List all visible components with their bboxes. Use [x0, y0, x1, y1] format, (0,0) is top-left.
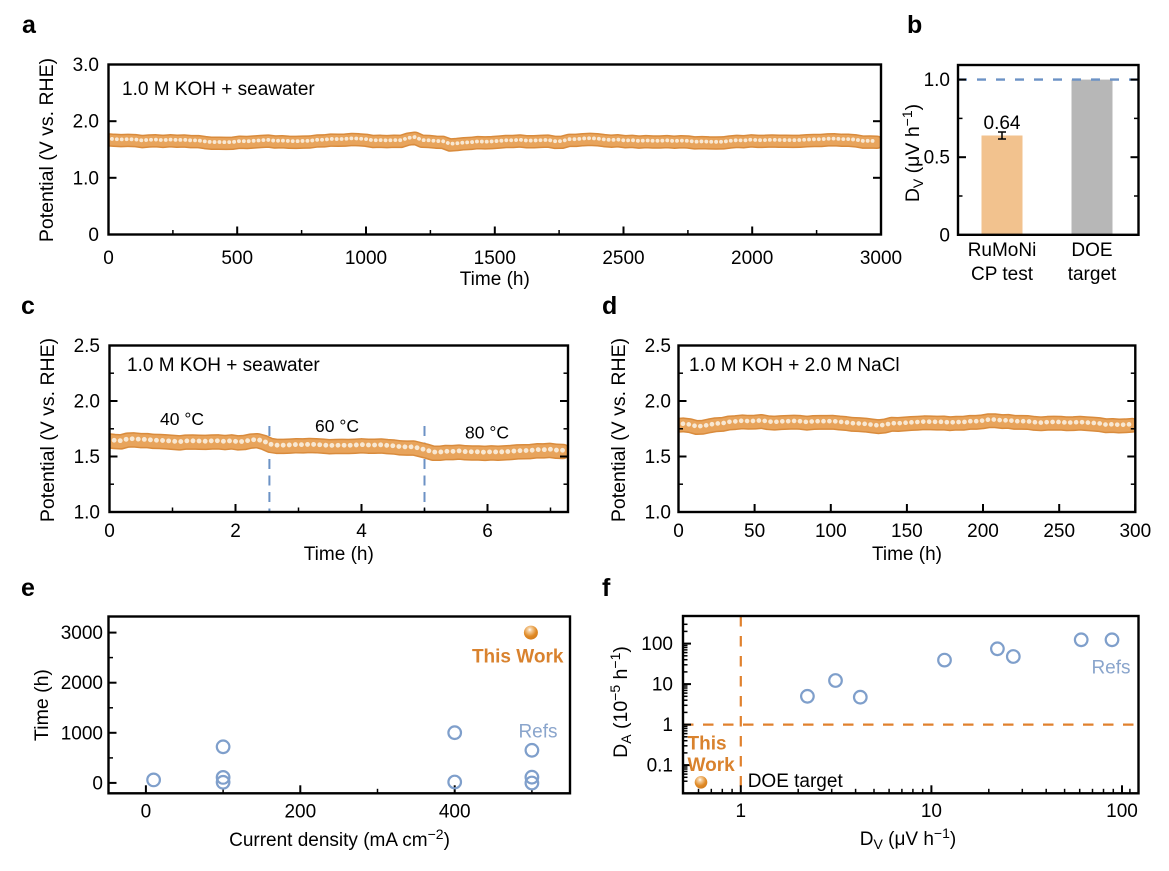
svg-text:0.5: 0.5: [924, 148, 950, 169]
svg-text:10: 10: [921, 801, 942, 822]
svg-text:a: a: [22, 11, 37, 39]
svg-text:2.0: 2.0: [645, 392, 671, 413]
svg-text:0.1: 0.1: [647, 756, 673, 777]
svg-text:Current density (mA cm−2): Current density (mA cm−2): [229, 826, 450, 851]
svg-text:1.0: 1.0: [924, 70, 950, 91]
svg-text:100: 100: [815, 521, 847, 542]
svg-text:80 °C: 80 °C: [465, 423, 509, 443]
svg-text:3000: 3000: [61, 623, 103, 644]
svg-text:Refs: Refs: [518, 722, 557, 743]
svg-text:2.5: 2.5: [74, 336, 100, 357]
svg-text:1.5: 1.5: [74, 447, 100, 468]
svg-text:150: 150: [891, 521, 923, 542]
svg-text:2.5: 2.5: [645, 336, 671, 357]
svg-text:100: 100: [641, 634, 673, 655]
svg-text:0: 0: [141, 802, 152, 823]
svg-text:Time (h): Time (h): [304, 544, 374, 565]
svg-text:1.0 M KOH + 2.0 M NaCl: 1.0 M KOH + 2.0 M NaCl: [689, 355, 900, 376]
svg-text:2000: 2000: [731, 248, 773, 269]
svg-text:1000: 1000: [345, 248, 387, 269]
svg-text:2000: 2000: [61, 673, 103, 694]
svg-text:50: 50: [744, 521, 765, 542]
svg-text:3000: 3000: [860, 248, 902, 269]
svg-text:Work: Work: [688, 755, 736, 776]
svg-text:e: e: [21, 574, 35, 602]
svg-text:Potential (V vs. RHE): Potential (V vs. RHE): [37, 338, 59, 522]
svg-text:Potential (V vs. RHE): Potential (V vs. RHE): [36, 58, 58, 242]
svg-text:60 °C: 60 °C: [315, 416, 359, 436]
svg-text:0: 0: [92, 773, 103, 794]
svg-text:DOE: DOE: [1071, 240, 1112, 261]
svg-text:1: 1: [736, 801, 747, 822]
svg-text:250: 250: [1043, 521, 1075, 542]
svg-text:400: 400: [439, 802, 471, 823]
svg-text:2: 2: [230, 521, 241, 542]
svg-text:0: 0: [673, 521, 684, 542]
svg-text:2.0: 2.0: [74, 392, 100, 413]
svg-text:200: 200: [284, 802, 316, 823]
svg-text:1.0: 1.0: [74, 503, 100, 524]
svg-text:1500: 1500: [474, 248, 516, 269]
svg-text:1.0 M KOH + seawater: 1.0 M KOH + seawater: [122, 79, 315, 100]
svg-text:2.0: 2.0: [73, 112, 99, 133]
svg-text:3.0: 3.0: [73, 55, 99, 76]
svg-text:1.0: 1.0: [73, 168, 99, 189]
svg-text:2500: 2500: [602, 248, 644, 269]
svg-text:0: 0: [103, 248, 114, 269]
svg-text:0: 0: [104, 521, 115, 542]
svg-text:0: 0: [939, 225, 950, 246]
svg-text:target: target: [1068, 264, 1117, 285]
svg-text:Refs: Refs: [1091, 658, 1130, 679]
svg-text:200: 200: [967, 521, 999, 542]
svg-text:This: This: [688, 734, 727, 755]
svg-text:40 °C: 40 °C: [160, 409, 204, 429]
svg-text:500: 500: [221, 248, 253, 269]
svg-text:300: 300: [1119, 521, 1151, 542]
svg-text:Time (h): Time (h): [31, 669, 53, 741]
svg-text:c: c: [21, 292, 35, 320]
svg-text:1: 1: [662, 715, 673, 736]
svg-text:1.0: 1.0: [645, 503, 671, 524]
svg-text:RuMoNi: RuMoNi: [968, 240, 1037, 261]
svg-text:1.0 M KOH + seawater: 1.0 M KOH + seawater: [127, 355, 320, 376]
svg-text:6: 6: [482, 521, 493, 542]
svg-text:DOE target: DOE target: [748, 771, 844, 792]
svg-text:This Work: This Work: [472, 647, 564, 668]
svg-text:100: 100: [1106, 801, 1138, 822]
svg-text:1.5: 1.5: [645, 447, 671, 468]
svg-text:Time (h): Time (h): [872, 544, 942, 565]
svg-text:b: b: [907, 11, 922, 39]
svg-text:0.64: 0.64: [984, 113, 1021, 134]
svg-text:4: 4: [356, 521, 367, 542]
svg-text:f: f: [602, 574, 611, 602]
svg-text:Potential (V vs. RHE): Potential (V vs. RHE): [608, 338, 630, 522]
svg-text:10: 10: [652, 675, 673, 696]
svg-text:1000: 1000: [61, 723, 103, 744]
svg-text:CP test: CP test: [971, 264, 1034, 285]
svg-text:Time (h): Time (h): [460, 269, 530, 290]
svg-text:d: d: [602, 292, 617, 320]
svg-text:0: 0: [88, 225, 99, 246]
